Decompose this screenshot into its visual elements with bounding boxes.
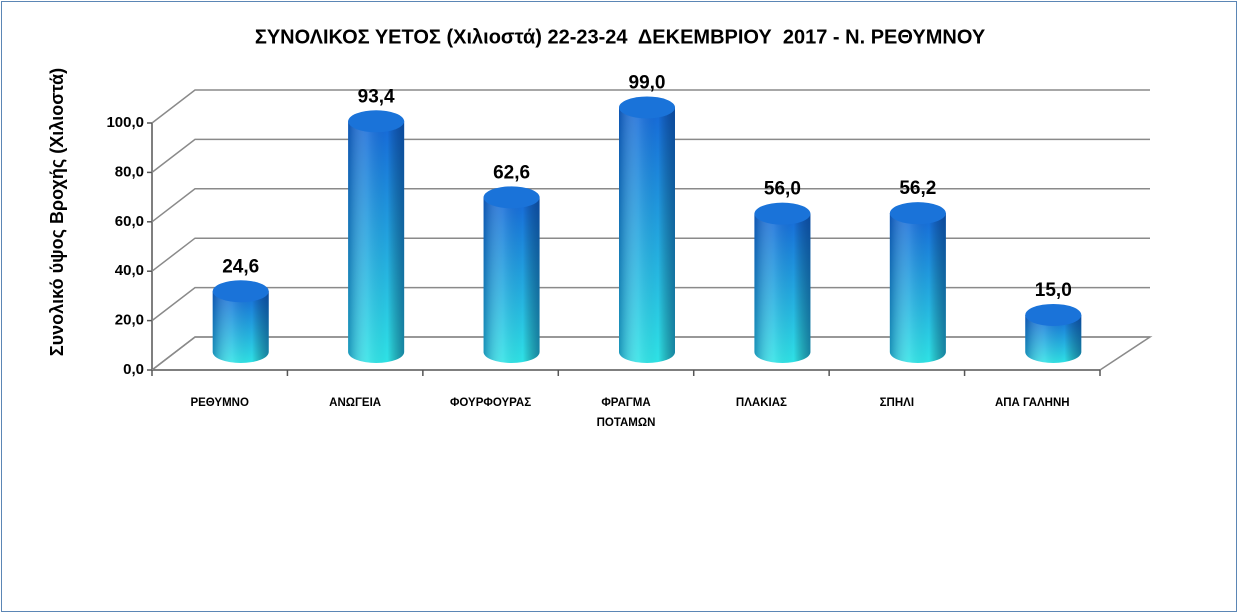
grid-line [151,336,1150,371]
x-tick-label: ΡΕΘΥΜΝΟ [190,397,249,409]
bar [619,96,675,363]
value-label: 24,6 [222,256,259,277]
cylinder-top [1025,303,1082,326]
y-axis-label: Συνολικό ύψος Βροχής (Χιλιοστά) [47,68,67,356]
y-tick-label: 100,0 [106,114,144,131]
grid-line [151,138,1150,173]
grid-line [151,237,1150,272]
y-tick-label: 0,0 [123,361,144,378]
x-tick-label: ΑΝΩΓΕΙΑ [329,397,382,409]
bar [348,110,405,363]
grid-line [151,286,1150,322]
cylinder-shade [483,197,540,363]
x-tick-label: ΣΠΗΛΙ [879,397,915,409]
y-tick-label: 20,0 [115,312,144,329]
cylinder-top [483,186,540,209]
value-label: 93,4 [358,86,395,107]
x-tick-label: ΠΛΑΚΙΑΣ [735,397,787,409]
cylinder-top [212,280,269,303]
value-label: 99,0 [629,72,666,93]
bar [212,280,269,363]
grid-line [151,188,1150,223]
chart-title: ΣΥΝΟΛΙΚΟΣ ΥΕΤΟΣ (Χιλιοστά) 22-23-24 ΔΕΚΕ… [255,26,986,48]
value-label: 56,0 [764,179,801,200]
cylinder-top [348,110,405,133]
cylinder-shade [889,213,946,363]
cylinder-shade [754,213,811,363]
y-tick-label: 60,0 [115,213,144,230]
y-tick-label: 40,0 [115,262,144,279]
x-tick-label: ΑΠΑ ΓΑΛΗΝΗ [994,397,1070,409]
bar [483,186,540,363]
cylinder-shade [1025,314,1082,363]
bar [889,202,946,363]
cylinder-shade [619,107,675,363]
cylinder-shade [348,121,405,363]
cylinder-shade [212,291,269,363]
x-tick-label: ΦΡΑΓΜΑ ΠΟΤΑΜΩΝ [596,397,656,429]
cylinder-top [754,202,811,225]
value-label: 62,6 [493,162,530,183]
value-label: 15,0 [1035,280,1072,301]
bar [754,202,811,363]
cylinder-top [889,202,946,225]
grid-line [151,89,1150,124]
value-label: 56,2 [899,178,936,199]
x-tick-label: ΦΟΥΡΦΟΥΡΑΣ [449,397,532,409]
y-tick-label: 80,0 [115,163,144,180]
bar [1025,303,1082,363]
cylinder-top [619,96,675,119]
